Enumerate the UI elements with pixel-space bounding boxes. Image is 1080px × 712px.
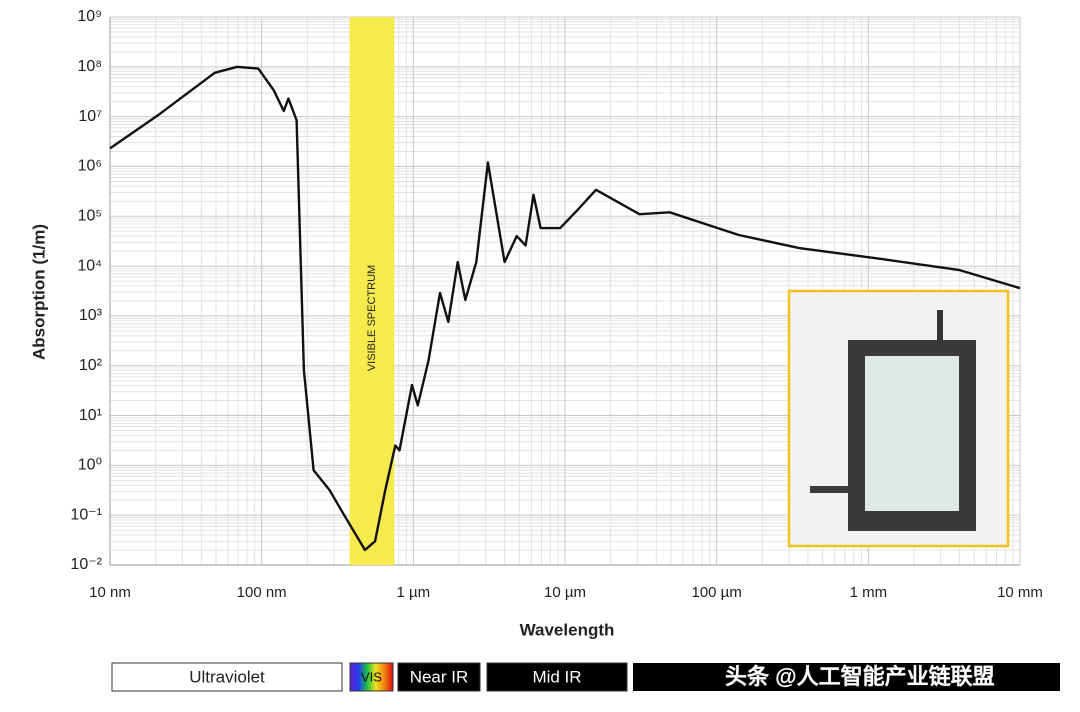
strip-box (486, 662, 628, 692)
strip-box (633, 663, 1060, 691)
plot-layer (109, 65, 1021, 552)
x-tick-label: 10 nm (89, 584, 131, 601)
x-tick-label: 1 µm (397, 584, 431, 601)
strip-box (111, 662, 343, 692)
y-tick-label: 10⁰ (78, 457, 102, 474)
watermark: 头条 @人工智能产业链联盟 (725, 664, 995, 689)
strip-label: Ultraviolet (189, 667, 265, 686)
strip-label: VIS (361, 669, 382, 684)
visible-label: VISIBLE SPECTRUM (366, 265, 378, 371)
y-tick-label: 10⁷ (78, 108, 102, 125)
band-layer: VISIBLE SPECTRUM (349, 17, 395, 565)
y-tick-label: 10¹ (79, 407, 102, 424)
x-tick-label: 100 µm (691, 584, 741, 601)
x-tick-label: 100 nm (237, 584, 287, 601)
visible-band (349, 17, 395, 565)
y-tick-label: 10⁸ (77, 58, 102, 75)
x-tick-label: 10 mm (997, 584, 1043, 601)
inset-photo (787, 289, 1010, 548)
data-line (109, 65, 1021, 552)
y-tick-label: 10⁵ (78, 207, 102, 224)
strip-label: Mid IR (532, 667, 581, 686)
y-axis-label: Absorption (1/m) (29, 224, 48, 360)
y-tick-label: 10⁶ (78, 158, 102, 175)
photo-glass (865, 356, 959, 511)
spectrum-strip: Ultraviolet VIS Near IR Mid IR (111, 662, 1060, 692)
y-tick-label: 10² (79, 357, 103, 374)
y-tick-label: 10⁹ (77, 8, 102, 25)
x-tick-label: 10 µm (544, 584, 586, 601)
x-axis-label: Wavelength (520, 620, 615, 639)
y-tick-label: 10⁻¹ (70, 506, 102, 523)
photo-tab (810, 486, 850, 493)
y-tick-label: 10³ (79, 307, 103, 324)
y-tick-label: 10⁻² (70, 556, 102, 573)
strip-label: Near IR (410, 667, 469, 686)
y-tick-label: 10⁴ (77, 257, 102, 274)
strip-box (349, 662, 394, 692)
x-tick-label: 1 mm (850, 584, 888, 601)
strip-box (397, 662, 481, 692)
photo-tab (937, 310, 943, 342)
